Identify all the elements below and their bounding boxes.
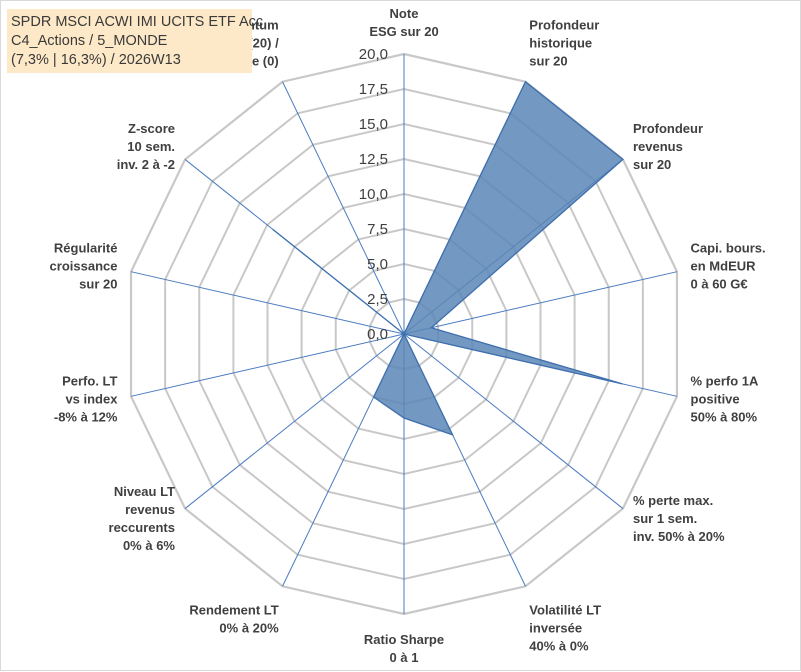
- axis-label-9-line-2: reccurents: [109, 520, 175, 535]
- axis-label-5-line-1: sur 1 sem.: [633, 511, 697, 526]
- tick-label-1: 2,5: [367, 291, 388, 308]
- axis-label-2-line-0: Profondeur: [633, 121, 703, 136]
- tick-label-6: 15,0: [359, 116, 388, 133]
- tick-label-8: 20,0: [359, 46, 388, 63]
- axis-label-9-line-3: 0% à 6%: [123, 538, 175, 553]
- tick-label-4: 10,0: [359, 186, 388, 203]
- axis-label-12-line-0: Z-score: [128, 121, 175, 136]
- axis-label-4: % perfo 1A positive 50% à 80%: [691, 373, 760, 424]
- tick-label-0: 0,0: [367, 326, 388, 343]
- chart-title-line-3: (7,3% | 16,3%) / 2026W13: [11, 51, 252, 70]
- axis-label-10: Perfo. LT vs index -8% à 12%: [54, 373, 118, 424]
- tick-label-5: 12,5: [359, 151, 388, 168]
- radar-tick-labels: 0,0 2,5 5,0 7,5 10,0 12,5 15,0 17,5 20,0: [359, 46, 388, 343]
- axis-label-5-line-2: inv. 50% à 20%: [633, 529, 725, 544]
- axis-label-3-line-2: 0 à 60 G€: [691, 277, 748, 292]
- tick-label-2: 5,0: [367, 256, 388, 273]
- chart-title-line-2: C4_Actions / 5_MONDE: [11, 32, 252, 51]
- axis-label-3-line-1: en MdEUR: [691, 259, 757, 274]
- tick-label-7: 17,5: [359, 81, 388, 98]
- axis-label-2-line-2: sur 20: [633, 157, 671, 172]
- axis-label-0: Note ESG sur 20: [369, 6, 438, 39]
- axis-label-7: Ratio Sharpe 0 à 1: [364, 632, 444, 665]
- axis-label-12-line-2: inv. 2 à -2: [117, 157, 175, 172]
- axis-label-6-line-0: Volatilité LT: [529, 602, 601, 617]
- axis-label-11: Régularité croissance sur 20: [50, 241, 118, 292]
- axis-label-12-line-1: 10 sem.: [127, 139, 175, 154]
- axis-label-0-line-1: ESG sur 20: [369, 24, 438, 39]
- chart-title-box: SPDR MSCI ACWI IMI UCITS ETF Acc C4_Acti…: [7, 9, 252, 73]
- axis-label-10-line-1: vs index: [65, 391, 118, 406]
- axis-label-8: Rendement LT 0% à 20%: [189, 602, 279, 635]
- axis-label-11-line-1: croissance: [50, 259, 118, 274]
- axis-label-7-line-0: Ratio Sharpe: [364, 632, 444, 647]
- axis-label-9-line-1: revenus: [125, 502, 175, 517]
- axis-label-12: Z-score 10 sem. inv. 2 à -2: [117, 121, 175, 172]
- axis-label-4-line-2: 50% à 80%: [691, 409, 758, 424]
- axis-label-3-line-0: Capi. bours.: [691, 241, 766, 256]
- axis-label-3: Capi. bours. en MdEUR 0 à 60 G€: [691, 241, 766, 292]
- axis-label-8-line-1: 0% à 20%: [219, 620, 279, 635]
- chart-title-line-1: SPDR MSCI ACWI IMI UCITS ETF Acc: [11, 13, 252, 32]
- axis-label-1-line-2: sur 20: [529, 54, 567, 69]
- axis-label-5: % perte max. sur 1 sem. inv. 50% à 20%: [633, 493, 725, 544]
- axis-label-8-line-0: Rendement LT: [189, 602, 278, 617]
- axis-label-4-line-1: positive: [691, 391, 740, 406]
- axis-label-1: Profondeur historique sur 20: [529, 18, 599, 69]
- axis-label-5-line-0: % perte max.: [633, 493, 713, 508]
- axis-label-11-line-0: Régularité: [54, 241, 118, 256]
- axis-label-6-line-1: inversée: [529, 620, 582, 635]
- axis-label-0-line-0: Note: [390, 6, 419, 21]
- axis-label-6: Volatilité LT inversée 40% à 0%: [529, 602, 601, 653]
- axis-label-10-line-0: Perfo. LT: [62, 373, 117, 388]
- axis-label-7-line-1: 0 à 1: [390, 650, 419, 665]
- axis-label-4-line-0: % perfo 1A: [691, 373, 760, 388]
- axis-label-11-line-2: sur 20: [79, 277, 117, 292]
- tick-label-3: 7,5: [367, 221, 388, 238]
- axis-label-9-line-0: Niveau LT: [114, 484, 175, 499]
- radar-axis-labels: Note ESG sur 20 Profondeur historique sur 20…: [50, 6, 766, 665]
- axis-label-1-line-1: historique: [529, 36, 592, 51]
- axis-label-2: Profondeur revenus sur 20: [633, 121, 703, 172]
- axis-label-6-line-2: 40% à 0%: [529, 638, 589, 653]
- axis-label-1-line-0: Profondeur: [529, 18, 599, 33]
- axis-label-9: Niveau LT revenus reccurents 0% à 6%: [109, 484, 176, 553]
- axis-label-2-line-1: revenus: [633, 139, 683, 154]
- axis-label-10-line-2: -8% à 12%: [54, 409, 118, 424]
